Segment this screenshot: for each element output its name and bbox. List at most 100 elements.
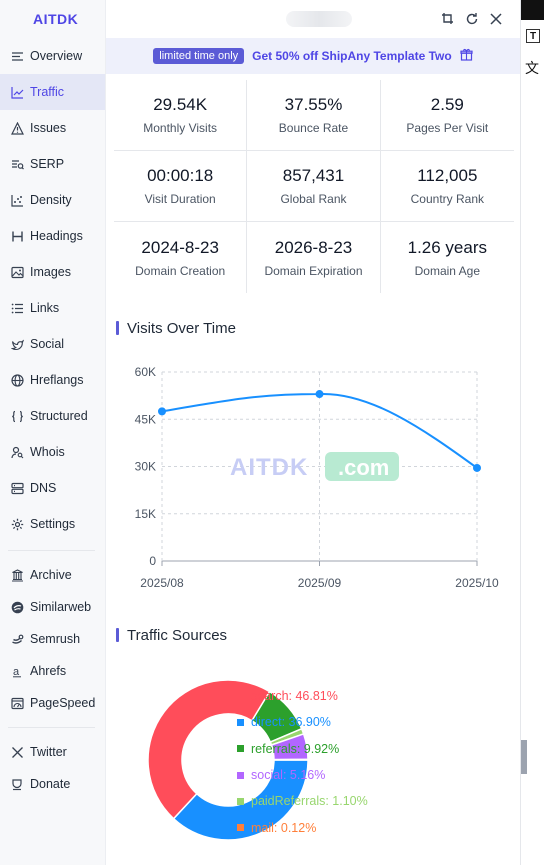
watermark-badge <box>325 452 399 481</box>
sidebar-item-images[interactable]: Images <box>0 254 105 290</box>
sidebar: AITDK Overview Traffic Issues SERP Density He… <box>0 0 106 865</box>
sidebar-item-label: Donate <box>30 777 71 791</box>
legend-item-referrals[interactable]: referrals: 9.92% <box>237 736 368 762</box>
sidebar-nav: Overview Traffic Issues SERP Density Headings… <box>0 38 105 542</box>
visits-line-chart[interactable]: 0 15K 30K 45K 60K 2025/08 2025/09 2025/10 AITDK.… <box>106 355 520 600</box>
sidebar-item-structured[interactable]: Structured <box>0 398 105 434</box>
stat-label: Monthly Visits <box>143 121 218 135</box>
stat-card: 29.54K Monthly Visits <box>114 80 248 151</box>
similarweb-icon <box>10 600 24 614</box>
legend-item-paidReferrals[interactable]: paidReferrals: 1.10% <box>237 788 368 814</box>
list-icon <box>10 49 24 63</box>
sidebar-item-traffic[interactable]: Traffic <box>0 74 105 110</box>
brand-logo[interactable]: AITDK <box>33 11 79 27</box>
crop-icon[interactable] <box>436 8 460 30</box>
stat-label: Domain Creation <box>135 263 226 278</box>
visits-section-header: Visits Over Time <box>116 317 236 339</box>
stat-value: 112,005 <box>417 166 478 185</box>
stat-value: 00:00:18 <box>147 166 214 185</box>
x-tick-label: 2025/10 <box>455 576 499 590</box>
stat-value: 29.54K <box>153 95 208 114</box>
sidebar-tools: Archive Similarweb Semrush a Ahrefs PageSpeed <box>0 559 105 719</box>
sidebar-item-issues[interactable]: Issues <box>0 110 105 146</box>
line-chart-icon <box>10 85 24 99</box>
sidebar-item-similarweb[interactable]: Similarweb <box>0 591 105 623</box>
data-point <box>473 463 481 472</box>
sidebar-item-whois[interactable]: Whois <box>0 434 105 470</box>
legend-item-mail[interactable]: mail: 0.12% <box>237 814 368 840</box>
promo-banner[interactable]: limited time only Get 50% off ShipAny Te… <box>106 38 520 74</box>
stat-card: 2024-8-23 Domain Creation <box>114 222 248 293</box>
resize-grip[interactable] <box>521 740 527 774</box>
strip-top-block <box>521 0 544 20</box>
bird-icon <box>10 337 24 351</box>
text-tool-button[interactable]: T <box>526 29 540 43</box>
watermark-text: .com <box>338 455 389 480</box>
legend-item-direct[interactable]: direct: 36.90% <box>237 709 368 735</box>
stat-card: 00:00:18 Visit Duration <box>114 151 248 222</box>
legend-label: social: 5.16% <box>251 768 326 783</box>
sources-section-title: Traffic Sources <box>127 626 228 644</box>
pie-slice-direct[interactable] <box>172 759 309 841</box>
data-point <box>315 390 324 399</box>
serp-icon <box>10 157 24 171</box>
y-tick-label: 45K <box>135 412 156 426</box>
sidebar-item-archive[interactable]: Archive <box>0 559 105 591</box>
blurred-domain <box>286 11 352 27</box>
legend-label: paidReferrals: 1.10% <box>251 794 368 809</box>
traffic-sources-donut[interactable] <box>136 670 316 850</box>
sidebar-item-serp[interactable]: SERP <box>0 146 105 182</box>
stat-card: 857,431 Global Rank <box>247 151 381 222</box>
main-panel: limited time only Get 50% off ShipAny Te… <box>106 0 520 865</box>
sources-section-header: Traffic Sources <box>116 624 227 646</box>
sidebar-item-label: Archive <box>30 568 72 582</box>
sidebar-item-twitter[interactable]: Twitter <box>0 736 105 768</box>
stat-label: Visit Duration <box>144 192 216 206</box>
legend-label: search: 46.81% <box>251 689 338 704</box>
sidebar-item-settings[interactable]: Settings <box>0 506 105 542</box>
legend-swatch <box>237 824 244 832</box>
top-bar <box>106 0 520 38</box>
legend-item-search[interactable]: search: 46.81% <box>237 683 368 709</box>
stat-value: 857,431 <box>282 166 345 185</box>
sidebar-item-label: Social <box>30 337 65 351</box>
globe-icon <box>10 373 24 387</box>
legend-item-social[interactable]: social: 5.16% <box>237 762 368 788</box>
sidebar-item-label: Headings <box>30 229 83 243</box>
pagespeed-icon <box>10 696 24 710</box>
pie-slice-search[interactable] <box>147 679 271 820</box>
sidebar-item-pagespeed[interactable]: PageSpeed <box>0 687 105 719</box>
links-list-icon <box>10 301 24 315</box>
sidebar-item-label: Issues <box>30 121 67 135</box>
sidebar-item-semrush[interactable]: Semrush <box>0 623 105 655</box>
translate-icon[interactable]: 文 <box>525 60 539 76</box>
pie-slice-mail[interactable] <box>273 758 309 761</box>
sidebar-item-overview[interactable]: Overview <box>0 38 105 74</box>
x-tick-label: 2025/09 <box>298 576 342 590</box>
sidebar-item-dns[interactable]: DNS <box>0 470 105 506</box>
nav-divider <box>8 550 95 551</box>
sidebar-item-label: SERP <box>30 157 65 171</box>
stat-card: 112,005 Country Rank <box>380 151 514 222</box>
sidebar-item-label: PageSpeed <box>30 696 96 710</box>
sidebar-item-hreflangs[interactable]: Hreflangs <box>0 362 105 398</box>
legend-swatch <box>237 797 244 805</box>
promo-offer-link[interactable]: Get 50% off ShipAny Template Two <box>252 49 452 63</box>
legend-label: direct: 36.90% <box>251 715 331 730</box>
stat-value: 1.26 years <box>407 237 488 257</box>
sidebar-item-donate[interactable]: Donate <box>0 768 105 800</box>
x-tick-label: 2025/08 <box>140 576 184 590</box>
sidebar-item-headings[interactable]: Headings <box>0 218 105 254</box>
stat-label: Country Rank <box>410 192 484 206</box>
stat-card: 37.55% Bounce Rate <box>247 80 381 151</box>
section-accent-bar <box>116 628 119 642</box>
stat-value: 2024-8-23 <box>141 237 219 257</box>
stat-card: 2.59 Pages Per Visit <box>380 80 514 151</box>
sidebar-item-social[interactable]: Social <box>0 326 105 362</box>
close-icon[interactable] <box>484 8 508 30</box>
sidebar-item-links[interactable]: Links <box>0 290 105 326</box>
watermark-text: AITDK <box>230 454 308 481</box>
refresh-icon[interactable] <box>460 8 484 30</box>
sidebar-item-ahrefs[interactable]: a Ahrefs <box>0 655 105 687</box>
sidebar-item-density[interactable]: Density <box>0 182 105 218</box>
